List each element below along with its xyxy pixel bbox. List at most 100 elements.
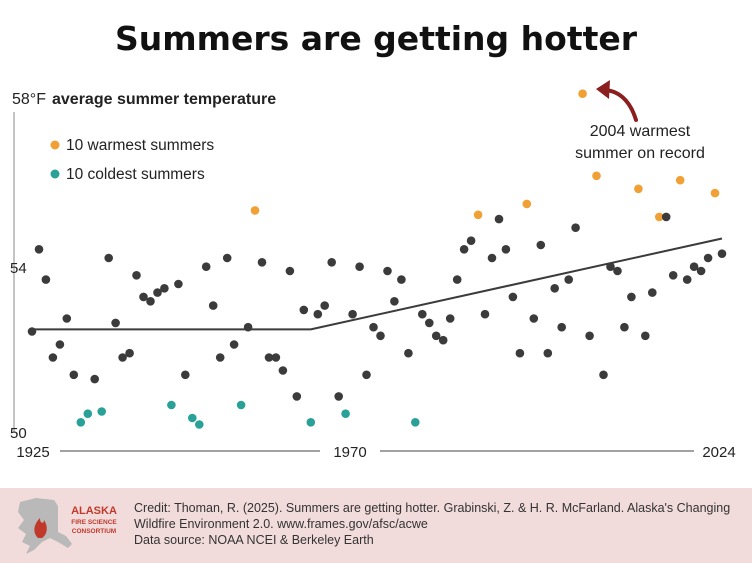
flame-icon: [34, 518, 47, 538]
legend: 10 warmest summers 10 coldest summers: [50, 137, 214, 183]
data-point-1941: [139, 292, 148, 302]
data-point-1964: [299, 305, 309, 315]
data-point-1954: [229, 340, 239, 349]
data-point-1984: [438, 335, 448, 345]
data-point-1929: [55, 340, 65, 349]
data-point-2001: [557, 322, 566, 332]
x-tick-1925: 1925: [16, 444, 49, 461]
data-point-1963: [292, 392, 302, 401]
data-point-1986: [452, 275, 462, 284]
data-point-1947: [181, 370, 190, 380]
data-point-2010: [620, 322, 629, 332]
data-point-2005: [585, 331, 594, 341]
data-point-1999: [543, 348, 553, 358]
data-point-1979: [404, 348, 413, 358]
data-point-1974: [369, 322, 378, 332]
data-point-2016: [661, 212, 671, 222]
data-point-1972: [355, 262, 364, 272]
data-point-1934: [90, 374, 99, 384]
data-point-1930: [62, 314, 72, 323]
data-point-1952: [215, 353, 225, 362]
data-point-1985: [445, 314, 455, 323]
data-point-1953: [222, 253, 232, 263]
legend-label-warm: 10 warmest summers: [66, 137, 214, 154]
data-point-2012: [634, 184, 643, 194]
data-point-1975: [376, 331, 385, 341]
data-point-1940: [132, 271, 141, 280]
logo-line-1: ALASKA: [71, 505, 117, 517]
y-label-value: 58°F: [12, 91, 46, 108]
data-point-2007: [599, 370, 608, 380]
data-point-1971: [348, 309, 357, 319]
data-point-1978: [397, 275, 406, 284]
data-point-2021: [696, 266, 706, 276]
legend-marker-warm: [50, 140, 60, 150]
data-point-1981: [418, 309, 427, 319]
data-point-2013: [641, 331, 650, 341]
data-point-2000: [550, 284, 559, 293]
y-tick-54: 54: [10, 260, 27, 277]
data-point-1967: [320, 301, 330, 310]
annotation-line-1: 2004 warmest: [590, 123, 691, 140]
data-point-2022: [703, 253, 713, 263]
data-point-1927: [41, 275, 51, 284]
credit-text: Credit: Thoman, R. (2025). Summers are g…: [134, 500, 734, 548]
logo-line-3: CONSORTIUM: [72, 528, 116, 535]
x-tick-2024: 2024: [702, 444, 735, 461]
annotation-arrowhead-icon: [596, 80, 610, 99]
data-point-1980: [411, 418, 420, 427]
chart: Summers are getting hotter 58°F average …: [10, 19, 736, 461]
data-point-1982: [425, 318, 434, 328]
y-tick-50: 50: [10, 425, 27, 442]
data-point-2017: [668, 271, 678, 280]
credit-line-1: Credit: Thoman, R. (2025). Summers are g…: [134, 501, 731, 515]
data-points: [27, 89, 727, 429]
data-point-1926: [34, 245, 44, 254]
data-point-2002: [564, 275, 573, 284]
data-point-2019: [682, 275, 692, 284]
data-point-1937: [111, 318, 120, 328]
legend-marker-cold: [50, 169, 60, 179]
data-point-1994: [508, 292, 518, 302]
data-point-2015: [655, 212, 664, 222]
data-point-2018: [675, 175, 685, 185]
data-point-1949: [195, 420, 204, 429]
data-point-1958: [257, 258, 267, 267]
data-point-2003: [571, 223, 580, 232]
data-point-1992: [494, 214, 504, 224]
data-point-1933: [83, 409, 93, 419]
data-point-2020: [689, 262, 699, 272]
data-point-1993: [501, 245, 511, 254]
data-point-1991: [487, 253, 497, 263]
data-point-1957: [250, 206, 260, 215]
data-point-1939: [125, 348, 134, 358]
data-point-1943: [153, 288, 162, 297]
trend-line: [32, 237, 723, 331]
data-point-1988: [466, 236, 476, 245]
data-point-1956: [243, 322, 253, 332]
data-point-1983: [431, 331, 441, 341]
data-point-1928: [48, 353, 58, 362]
data-point-1959: [264, 353, 274, 362]
annotation: 2004 warmest summer on record: [575, 80, 705, 162]
footer: ALASKA FIRE SCIENCE CONSORTIUM Credit: T…: [0, 488, 752, 563]
credit-line-2: Wildfire Environment 2.0. www.frames.gov…: [134, 517, 428, 531]
data-point-1997: [529, 314, 539, 323]
data-point-1989: [473, 210, 483, 220]
data-point-1944: [160, 284, 169, 293]
data-point-1936: [104, 253, 113, 263]
data-point-1995: [515, 348, 525, 358]
data-point-1962: [285, 266, 295, 276]
data-point-2009: [613, 266, 622, 276]
data-point-1935: [97, 407, 106, 416]
data-point-1950: [201, 262, 211, 272]
data-point-1970: [341, 409, 350, 419]
data-point-1996: [522, 199, 532, 209]
data-point-1932: [76, 418, 86, 427]
data-point-2008: [606, 262, 615, 272]
data-point-2006: [592, 171, 601, 181]
data-point-1976: [383, 266, 392, 276]
data-point-1990: [480, 309, 490, 319]
data-point-1977: [390, 297, 399, 306]
data-point-1998: [536, 240, 546, 250]
